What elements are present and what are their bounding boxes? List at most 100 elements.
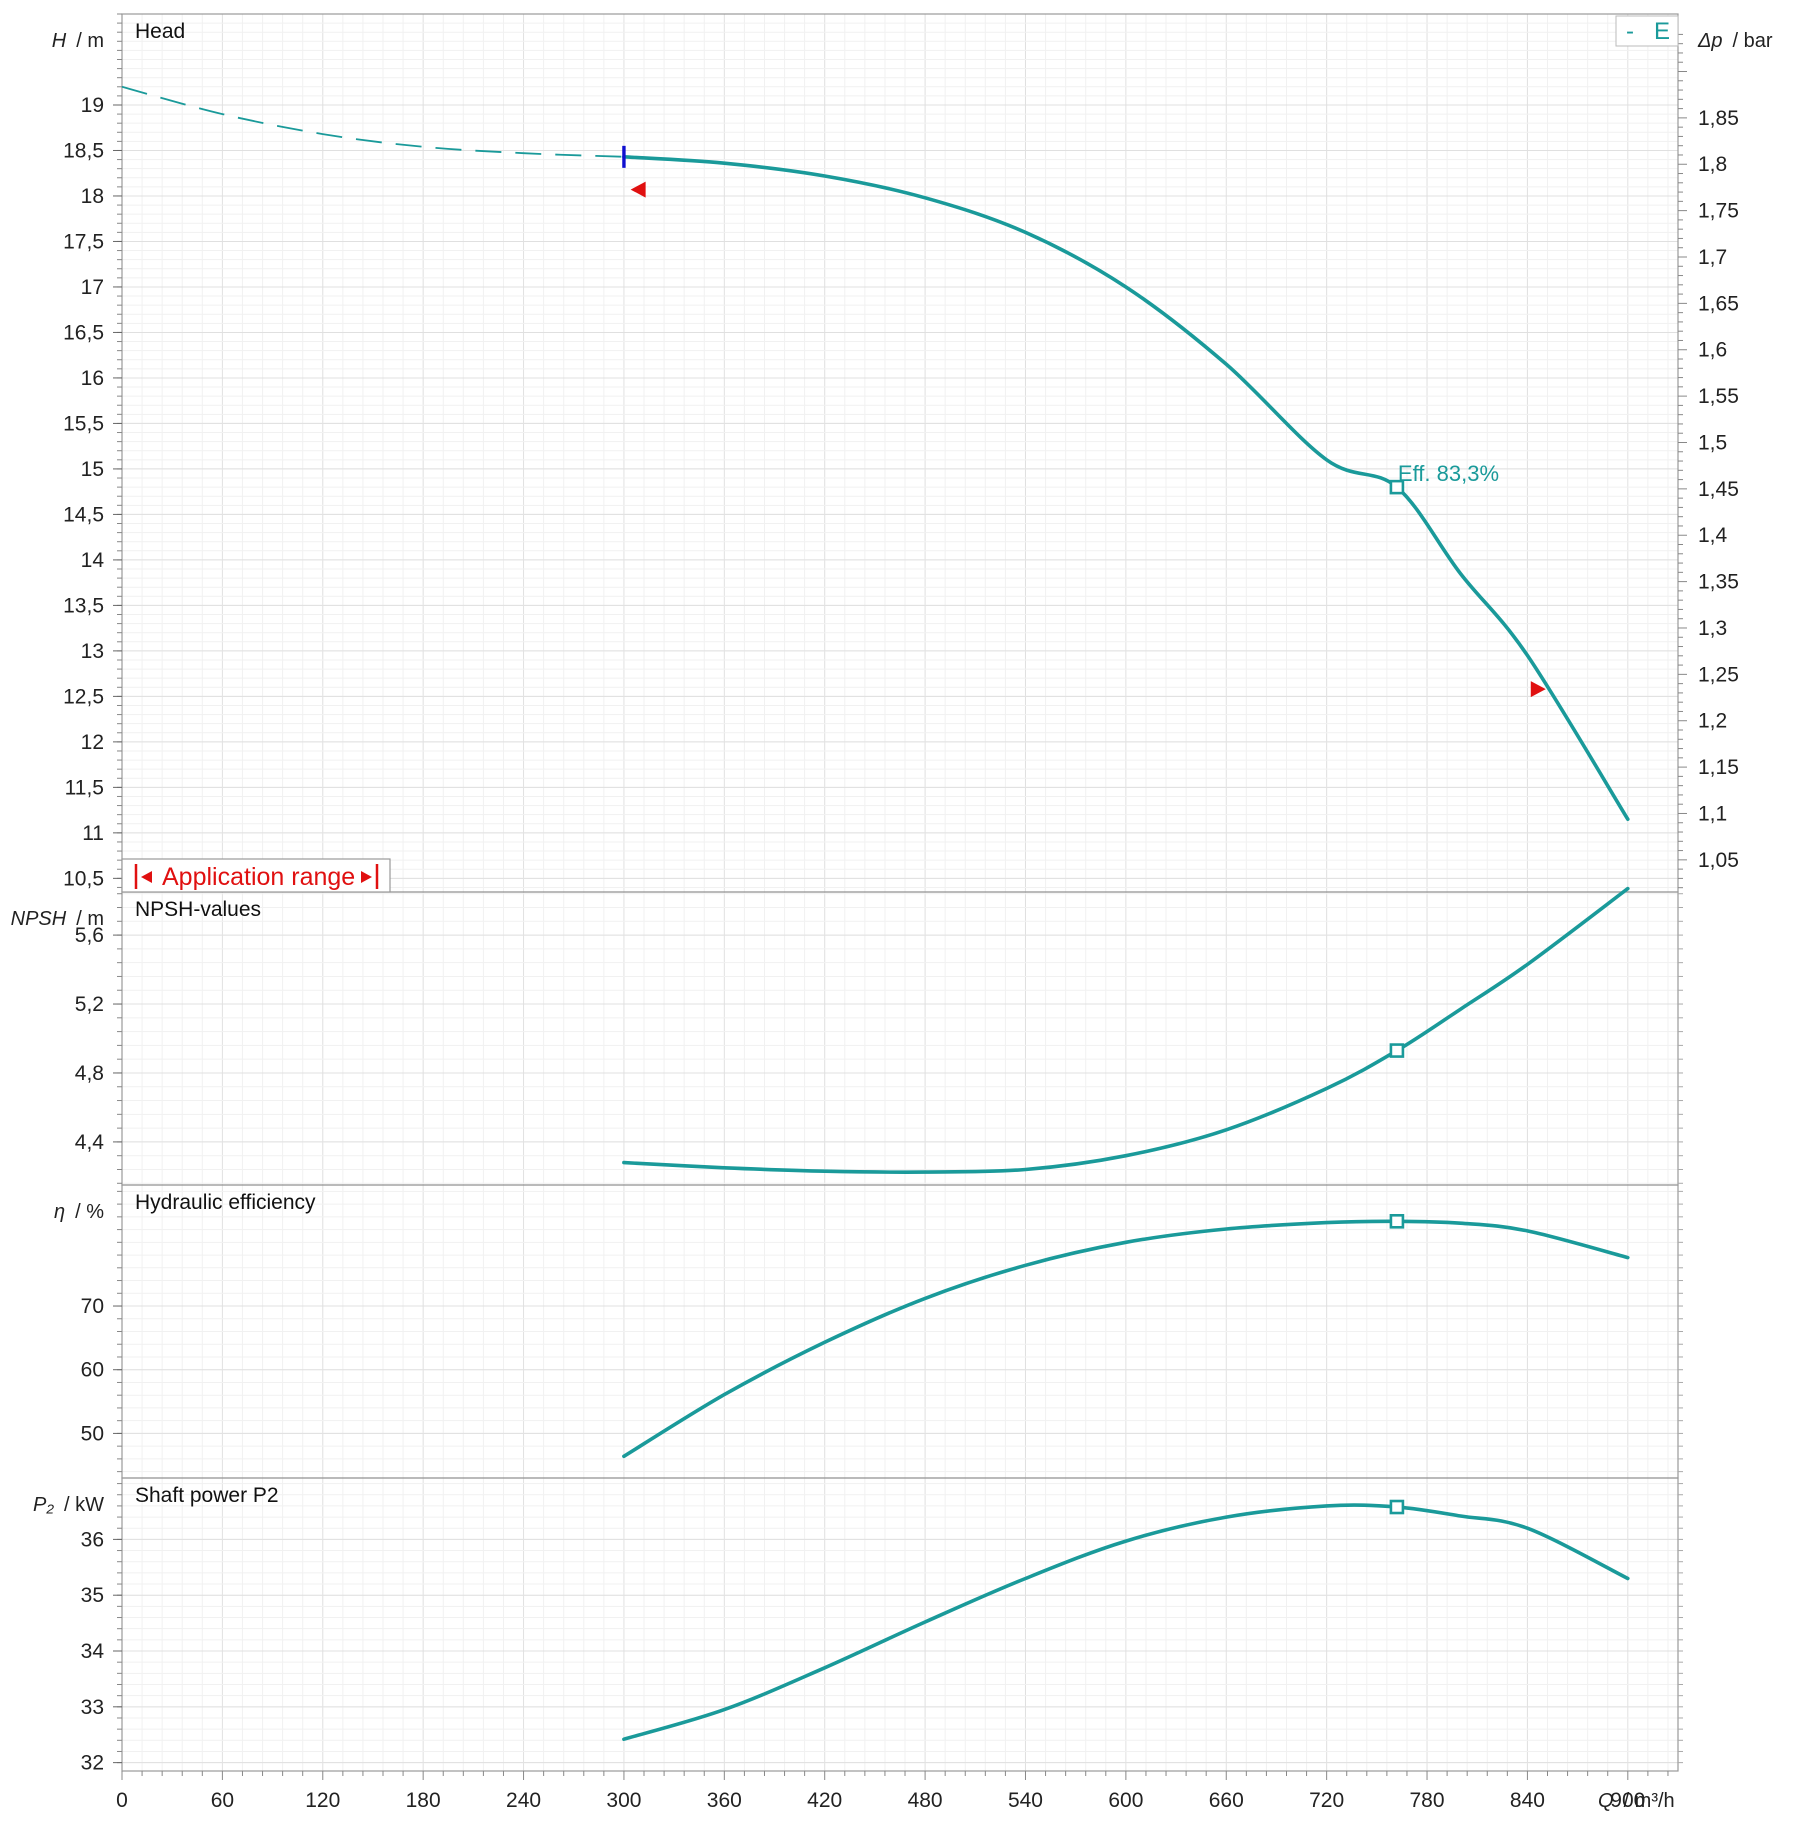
y-tick-label: 18,5	[63, 139, 104, 162]
npsh-operating-point	[1389, 1043, 1405, 1058]
axis-ticks	[113, 13, 1687, 1780]
x-tick-label: 600	[1108, 1789, 1143, 1812]
legend-letter: E	[1654, 18, 1670, 45]
series-curves	[121, 85, 1630, 1741]
y-tick-label: 14	[81, 549, 105, 572]
y2-tick-label: 1,7	[1698, 246, 1727, 269]
application-range-box	[121, 858, 391, 893]
x-tick-label: 60	[211, 1789, 234, 1812]
panel-title: NPSH-values	[135, 898, 261, 921]
y-axis-label-var: NPSH	[11, 908, 67, 930]
x-tick-label: 360	[707, 1789, 742, 1812]
x-tick-label: 300	[606, 1789, 641, 1812]
y-tick-label: 4,4	[75, 1131, 105, 1154]
panel-title: Hydraulic efficiency	[135, 1191, 316, 1214]
x-axis-label-var: Q	[1598, 1790, 1614, 1812]
y-axis-label-unit: / m	[76, 30, 104, 52]
x-tick-label: 660	[1209, 1789, 1244, 1812]
y-tick-label: 11,5	[65, 776, 104, 799]
panel-title: Shaft power P2	[135, 1484, 279, 1507]
panel-title: Head	[135, 20, 185, 43]
efficiency-annotation: Eff. 83,3%	[1398, 461, 1499, 486]
y-tick-label: 14,5	[63, 503, 104, 526]
y-tick-label: 16	[81, 367, 104, 390]
y2-tick-label: 1,65	[1698, 292, 1739, 315]
y-tick-label: 18	[81, 185, 104, 208]
y-tick-label: 13,5	[63, 594, 104, 617]
y-axis-label-var: P₂	[33, 1494, 54, 1516]
y2-tick-label: 1,45	[1698, 478, 1739, 501]
x-tick-label: 840	[1510, 1789, 1545, 1812]
app-range-right-arrow	[361, 871, 372, 883]
y-tick-label: 10,5	[63, 867, 104, 890]
y2-tick-label: 1,2	[1698, 710, 1727, 733]
y-tick-label: 17,5	[63, 230, 104, 253]
y-tick-label: 34	[81, 1640, 105, 1663]
y-axis-label: H / m	[52, 30, 104, 52]
y2-tick-label: 1,05	[1698, 849, 1739, 872]
y-tick-label: 4,8	[75, 1062, 104, 1085]
x-tick-label: 780	[1410, 1789, 1445, 1812]
application-range-marker-right	[1530, 681, 1546, 698]
y-axis-label-unit: / m	[76, 908, 104, 930]
y2-tick-label: 1,4	[1698, 524, 1728, 547]
application-range-marker-left	[630, 181, 646, 198]
y-tick-label: 12	[81, 731, 104, 754]
x-tick-label: 720	[1309, 1789, 1344, 1812]
y2-tick-label: 1,35	[1698, 571, 1739, 594]
y-axis-label: η / %	[54, 1201, 104, 1223]
x-tick-label: 480	[908, 1789, 943, 1812]
eff-operating-point	[1389, 1214, 1405, 1229]
y2-tick-label: 1,25	[1698, 663, 1739, 686]
y-tick-label: 33	[81, 1696, 104, 1719]
y2-tick-label: 1,8	[1698, 153, 1727, 176]
y-tick-label: 70	[81, 1295, 104, 1318]
x-tick-label: 240	[506, 1789, 541, 1812]
y-axis-label-var: η	[54, 1201, 65, 1223]
x-tick-label: 0	[116, 1789, 128, 1812]
x-tick-label: 120	[305, 1789, 340, 1812]
y-tick-label: 15	[81, 458, 104, 481]
head-operating-point	[1389, 479, 1405, 495]
npsh-curve	[622, 886, 1630, 1174]
y-tick-label: 5,2	[75, 993, 104, 1016]
x-tick-label: 180	[406, 1789, 441, 1812]
app-range-left-arrow	[141, 871, 152, 883]
y2-axis-label-unit: / bar	[1733, 30, 1773, 52]
y2-tick-label: 1,3	[1698, 617, 1727, 640]
y-tick-label: 12,5	[63, 685, 104, 708]
y2-tick-label: 1,1	[1698, 802, 1727, 825]
y2-tick-label: 1,6	[1698, 339, 1727, 362]
panel-frame	[121, 1477, 1679, 1772]
y-tick-label: 50	[81, 1422, 104, 1445]
x-tick-label: 900	[1610, 1789, 1645, 1812]
y-axis-label: P₂ / kW	[33, 1494, 104, 1516]
x-axis-label-unit: / m³/h	[1624, 1790, 1675, 1812]
y-tick-label: 35	[81, 1584, 104, 1607]
y2-tick-label: 1,85	[1698, 107, 1739, 130]
y2-tick-label: 1,5	[1698, 431, 1727, 454]
y2-axis-label: Δp / bar	[1697, 30, 1773, 52]
legend-box	[1615, 15, 1679, 47]
text-labels: 10,5 11 11,5 12 12,5 13 13,5 14 14,5 15 15,5 16 16,5…	[11, 18, 1773, 1812]
y-tick-label: 17	[81, 276, 104, 299]
y2-axis-label-var: Δp	[1697, 30, 1723, 52]
y-tick-label: 19	[81, 94, 104, 117]
panel-frame	[121, 891, 1679, 1186]
grid-lines	[121, 13, 1678, 1771]
y-tick-label: 32	[81, 1752, 104, 1775]
y-axis-label-unit: / kW	[64, 1494, 104, 1516]
x-axis-label: Q / m³/h	[1598, 1790, 1675, 1812]
y2-tick-label: 1,55	[1698, 385, 1739, 408]
y-axis-label-unit: / %	[75, 1201, 104, 1223]
y-axis-label-var: H	[52, 30, 67, 52]
markers	[121, 15, 1679, 1515]
y2-tick-label: 1,15	[1698, 756, 1739, 779]
eff-curve	[622, 1219, 1630, 1459]
head-curve	[622, 155, 1630, 821]
y-tick-label: 15,5	[63, 412, 104, 435]
y-tick-label: 60	[81, 1359, 104, 1382]
y-tick-label: 13	[81, 640, 104, 663]
power-curve	[622, 1503, 1630, 1741]
